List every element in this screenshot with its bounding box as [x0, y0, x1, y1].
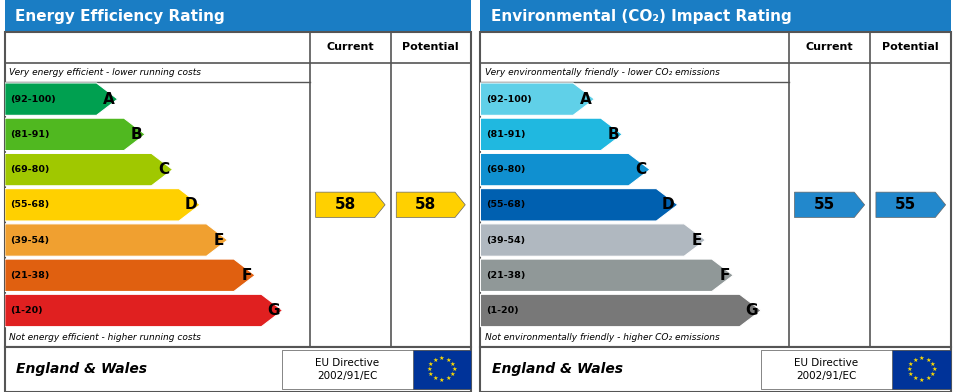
Text: England & Wales: England & Wales	[16, 363, 147, 376]
Polygon shape	[5, 294, 282, 327]
Bar	[282, 350, 471, 389]
Text: C: C	[158, 162, 169, 177]
Polygon shape	[480, 294, 761, 327]
Polygon shape	[480, 153, 650, 186]
Bar	[480, 0, 951, 32]
Text: EU Directive
2002/91/EC: EU Directive 2002/91/EC	[794, 358, 858, 381]
Text: (55-68): (55-68)	[11, 200, 50, 209]
Text: A: A	[102, 92, 115, 107]
Text: ★: ★	[908, 372, 914, 377]
Polygon shape	[480, 118, 622, 151]
Text: ★: ★	[426, 367, 432, 372]
Text: ★: ★	[906, 367, 912, 372]
Polygon shape	[794, 192, 864, 218]
Text: 55: 55	[895, 197, 916, 212]
Text: D: D	[662, 197, 675, 212]
Text: ★: ★	[433, 376, 438, 381]
Text: 55: 55	[813, 197, 835, 212]
Bar	[480, 347, 951, 392]
Bar	[5, 347, 471, 392]
Text: G: G	[267, 303, 279, 318]
Text: G: G	[746, 303, 758, 318]
Polygon shape	[5, 189, 200, 221]
Text: Potential: Potential	[882, 42, 939, 53]
Bar	[480, 32, 951, 347]
Text: Current: Current	[806, 42, 854, 53]
Text: (69-80): (69-80)	[11, 165, 50, 174]
Polygon shape	[5, 224, 228, 256]
Text: (81-91): (81-91)	[11, 130, 50, 139]
Text: Not energy efficient - higher running costs: Not energy efficient - higher running co…	[10, 333, 201, 342]
Polygon shape	[480, 83, 594, 115]
Polygon shape	[480, 224, 705, 256]
Text: ★: ★	[932, 367, 937, 372]
Text: ★: ★	[919, 377, 924, 383]
Text: ★: ★	[925, 358, 931, 363]
Text: (39-54): (39-54)	[486, 236, 525, 245]
Text: (81-91): (81-91)	[486, 130, 525, 139]
Text: C: C	[635, 162, 647, 177]
Text: (55-68): (55-68)	[486, 200, 525, 209]
Text: ★: ★	[913, 358, 919, 363]
Text: ★: ★	[913, 376, 919, 381]
Text: ★: ★	[433, 358, 438, 363]
Text: F: F	[720, 268, 730, 283]
Text: Very environmentally friendly - lower CO₂ emissions: Very environmentally friendly - lower CO…	[485, 68, 720, 76]
Text: EU Directive
2002/91/EC: EU Directive 2002/91/EC	[315, 358, 379, 381]
Text: Environmental (CO₂) Impact Rating: Environmental (CO₂) Impact Rating	[491, 9, 791, 24]
Text: (92-100): (92-100)	[486, 94, 532, 103]
Polygon shape	[316, 192, 385, 218]
Bar	[412, 350, 471, 389]
Polygon shape	[396, 192, 465, 218]
Text: D: D	[185, 197, 197, 212]
Text: ★: ★	[452, 367, 457, 372]
Text: (1-20): (1-20)	[11, 306, 43, 315]
Text: (21-38): (21-38)	[486, 271, 525, 280]
Text: ★: ★	[450, 372, 456, 377]
Text: 58: 58	[335, 197, 356, 212]
Text: B: B	[608, 127, 619, 142]
Text: Not environmentally friendly - higher CO₂ emissions: Not environmentally friendly - higher CO…	[485, 333, 720, 342]
Text: (21-38): (21-38)	[11, 271, 50, 280]
Text: 58: 58	[415, 197, 436, 212]
Text: ★: ★	[439, 356, 445, 361]
Bar	[761, 350, 951, 389]
Text: ★: ★	[428, 372, 434, 377]
Text: Potential: Potential	[403, 42, 459, 53]
Text: ★: ★	[450, 362, 456, 367]
Text: ★: ★	[919, 356, 924, 361]
Text: ★: ★	[445, 358, 451, 363]
Text: (1-20): (1-20)	[486, 306, 519, 315]
Text: B: B	[130, 127, 142, 142]
Polygon shape	[5, 153, 172, 186]
Polygon shape	[480, 189, 678, 221]
Text: (39-54): (39-54)	[11, 236, 50, 245]
Polygon shape	[876, 192, 946, 218]
Text: Current: Current	[326, 42, 374, 53]
Text: England & Wales: England & Wales	[492, 363, 623, 376]
Text: ★: ★	[445, 376, 451, 381]
Text: Very energy efficient - lower running costs: Very energy efficient - lower running co…	[10, 68, 201, 76]
Text: F: F	[241, 268, 252, 283]
Text: ★: ★	[428, 362, 434, 367]
Polygon shape	[5, 118, 145, 151]
Bar	[893, 350, 951, 389]
Text: (69-80): (69-80)	[486, 165, 525, 174]
Bar	[5, 32, 471, 347]
Polygon shape	[480, 259, 733, 292]
Text: (92-100): (92-100)	[11, 94, 56, 103]
Bar	[5, 0, 471, 32]
Text: E: E	[214, 232, 225, 247]
Text: ★: ★	[930, 372, 936, 377]
Text: Energy Efficiency Rating: Energy Efficiency Rating	[15, 9, 225, 24]
Text: ★: ★	[439, 377, 445, 383]
Text: ★: ★	[908, 362, 914, 367]
Polygon shape	[5, 83, 118, 115]
Text: ★: ★	[925, 376, 931, 381]
Text: A: A	[580, 92, 591, 107]
Polygon shape	[5, 259, 256, 292]
Text: E: E	[692, 232, 702, 247]
Text: ★: ★	[930, 362, 936, 367]
